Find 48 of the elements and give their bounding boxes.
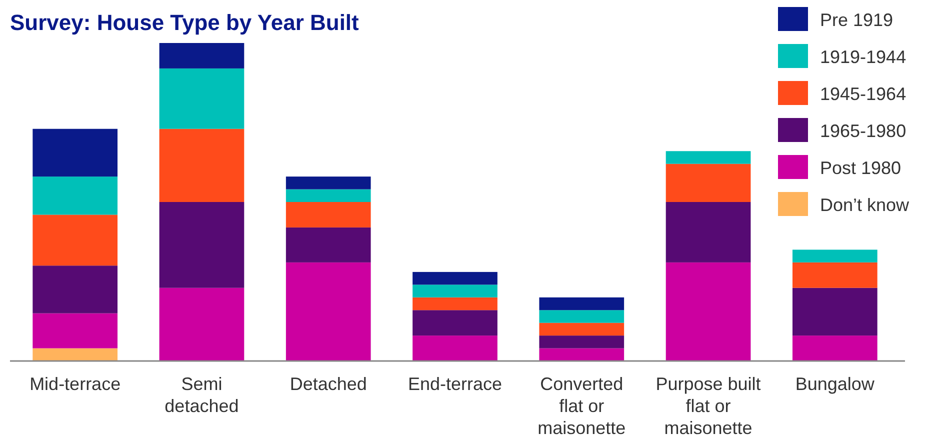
bar bbox=[32, 176, 118, 215]
bar bbox=[666, 151, 751, 164]
bar bbox=[286, 227, 371, 262]
bar bbox=[666, 164, 751, 202]
x-tick-label: Bungalow bbox=[795, 374, 876, 394]
bar bbox=[159, 288, 244, 361]
bar bbox=[412, 310, 498, 336]
chart-title: Survey: House Type by Year Built bbox=[10, 10, 360, 35]
bar bbox=[539, 297, 624, 310]
legend-label: Don’t know bbox=[820, 195, 910, 215]
bar bbox=[412, 297, 498, 310]
legend-label: Pre 1919 bbox=[820, 10, 894, 30]
bar bbox=[412, 336, 498, 361]
bar bbox=[539, 322, 624, 336]
bar bbox=[286, 189, 371, 202]
bar bbox=[159, 43, 244, 68]
bar bbox=[32, 214, 118, 266]
bar bbox=[159, 202, 244, 288]
bar bbox=[792, 288, 878, 336]
bar bbox=[286, 262, 371, 361]
bar bbox=[159, 128, 244, 202]
bar bbox=[412, 272, 498, 285]
bar bbox=[32, 313, 118, 348]
bar bbox=[792, 336, 878, 361]
bar bbox=[539, 336, 624, 348]
bar bbox=[286, 202, 371, 228]
bar bbox=[32, 128, 118, 177]
bar bbox=[792, 262, 878, 288]
bar bbox=[286, 176, 371, 190]
x-tick-label: Mid-terrace bbox=[30, 374, 121, 394]
x-tick-label: Purpose built flat or maisonette bbox=[656, 374, 761, 438]
legend-label: 1919-1944 bbox=[820, 47, 906, 67]
legend-label: Post 1980 bbox=[820, 158, 902, 178]
bar bbox=[412, 284, 498, 298]
bar bbox=[159, 68, 244, 129]
bar bbox=[539, 310, 624, 323]
legend-label: 1965-1980 bbox=[820, 121, 906, 141]
bar bbox=[792, 250, 878, 262]
x-tick-label: Detached bbox=[290, 374, 367, 394]
x-tick-label: Converted flat or maisonette bbox=[538, 374, 626, 438]
bar bbox=[32, 266, 118, 314]
x-tick-label: Semi detached bbox=[164, 374, 239, 416]
bar bbox=[666, 202, 751, 262]
bar bbox=[32, 348, 118, 361]
x-tick-label: End-terrace bbox=[408, 374, 502, 394]
bar bbox=[539, 348, 624, 361]
bar bbox=[666, 262, 751, 361]
legend-label: 1945-1964 bbox=[820, 84, 906, 104]
